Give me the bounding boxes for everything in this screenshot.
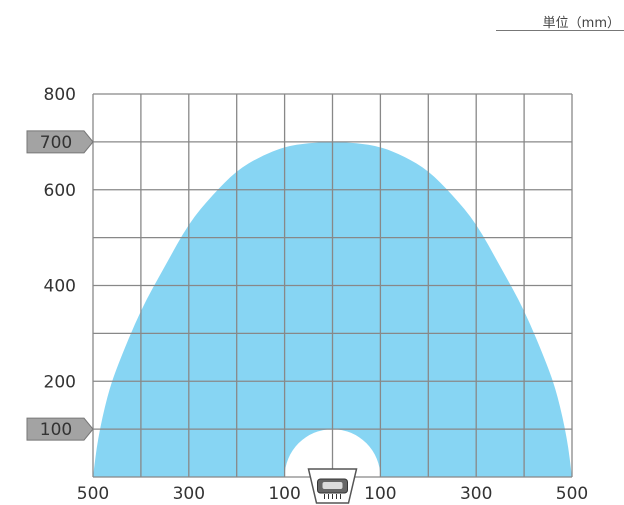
axis-label-layer: 200 400 600 800 500 300 100 100 300 500 <box>44 85 589 504</box>
y-marker-badge: 700 <box>26 130 94 154</box>
y-tick-label: 600 <box>44 181 76 201</box>
marker-layer: 700 100 <box>26 130 94 441</box>
y-marker-badge: 100 <box>26 417 94 441</box>
x-tick-label: 100 <box>364 484 396 504</box>
grid-layer <box>92 93 573 478</box>
x-tick-label: 500 <box>77 484 109 504</box>
x-tick-label: 300 <box>460 484 492 504</box>
y-tick-label: 800 <box>44 85 76 105</box>
x-tick-label: 100 <box>268 484 300 504</box>
y-tick-label: 400 <box>44 277 76 297</box>
x-tick-label: 500 <box>556 484 588 504</box>
x-tick-label: 300 <box>173 484 205 504</box>
y-marker-label: 700 <box>40 133 72 153</box>
y-marker-label: 100 <box>40 420 72 440</box>
unit-label: 単位（mm） <box>542 16 620 31</box>
sensor-icon <box>307 468 358 504</box>
unit-rule <box>496 30 624 31</box>
y-tick-label: 200 <box>44 372 76 392</box>
